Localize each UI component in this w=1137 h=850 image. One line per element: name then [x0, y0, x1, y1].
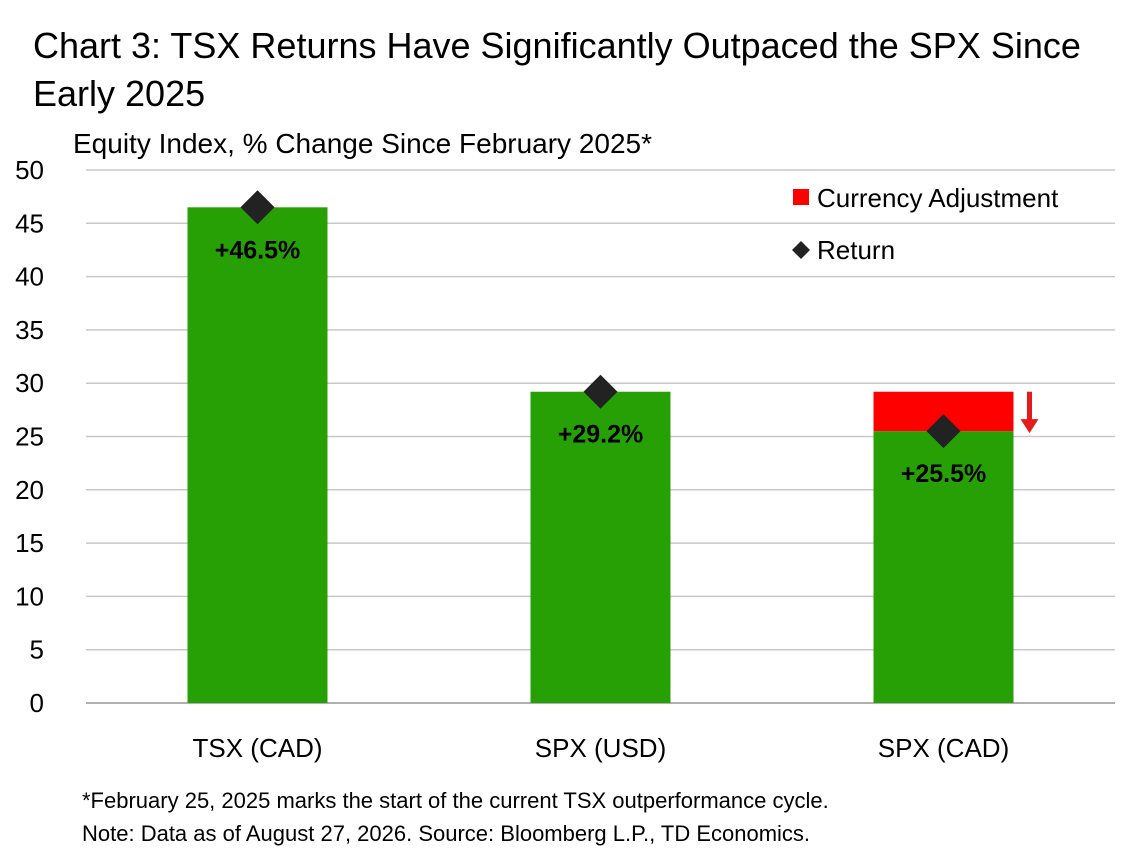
y-axis: 0 5 10 15 20 25 30 35 40 45 50 [15, 155, 44, 718]
bar-1 [530, 391, 671, 703]
return-markers [240, 190, 961, 449]
y-tick-label: 0 [30, 688, 44, 718]
bar-2 [873, 431, 1014, 703]
legend-label-currency-adjustment: Currency Adjustment [817, 183, 1059, 213]
y-tick-label: 15 [15, 528, 44, 558]
data-labels: +46.5% +29.2% +25.5% [215, 236, 987, 488]
y-tick-label: 40 [15, 262, 44, 292]
legend: Currency Adjustment Return [792, 183, 1059, 265]
x-category-label: SPX (CAD) [878, 733, 1009, 763]
y-tick-label: 50 [15, 155, 44, 185]
return-marker [926, 414, 961, 449]
data-label: +29.2% [558, 421, 644, 449]
x-category-label: SPX (USD) [535, 733, 666, 763]
y-tick-label: 20 [15, 475, 44, 505]
y-tick-label: 5 [30, 635, 44, 665]
return-marker [583, 374, 618, 409]
x-category-label: TSX (CAD) [193, 733, 323, 763]
down-arrow-head [1020, 419, 1039, 434]
y-tick-label: 45 [15, 208, 44, 238]
bar-0 [187, 207, 328, 703]
data-label: +46.5% [215, 236, 301, 264]
y-tick-label: 35 [15, 315, 44, 345]
chart-title: Chart 3: TSX Returns Have Significantly … [33, 25, 1081, 114]
data-label: +25.5% [901, 460, 987, 488]
legend-swatch-currency-adjustment [793, 189, 809, 205]
footnote-definition: *February 25, 2025 marks the start of th… [82, 788, 829, 813]
chart-subtitle: Equity Index, % Change Since February 20… [73, 128, 653, 159]
x-axis: TSX (CAD) SPX (USD) SPX (CAD) [193, 733, 1010, 763]
y-tick-label: 30 [15, 368, 44, 398]
legend-swatch-return [792, 241, 810, 259]
y-tick-label: 10 [15, 581, 44, 611]
return-marker [240, 190, 275, 225]
footnote-source: Note: Data as of August 27, 2026. Source… [82, 821, 811, 846]
footnotes: *February 25, 2025 marks the start of th… [82, 784, 829, 850]
legend-label-return: Return [817, 235, 895, 265]
y-tick-label: 25 [15, 422, 44, 452]
bars [187, 207, 1039, 703]
